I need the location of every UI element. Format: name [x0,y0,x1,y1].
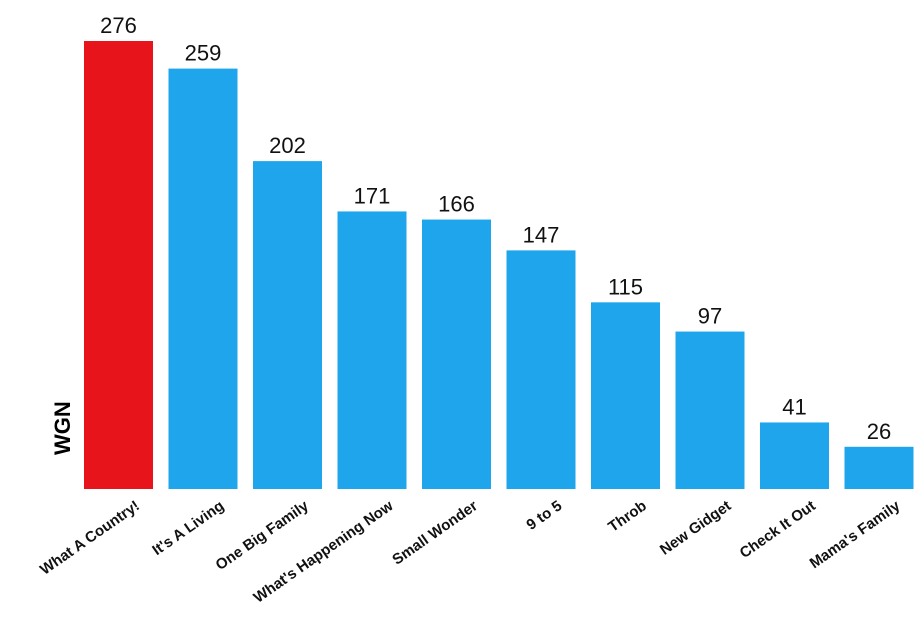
tick-label-7: New Gidget [657,497,734,558]
value-label-9: 26 [867,419,891,444]
bar-9 [844,446,914,489]
bar-3 [337,211,407,489]
value-label-3: 171 [354,183,391,208]
value-label-5: 147 [523,222,560,247]
tick-label-9: Mama's Family [807,497,904,572]
bar-2 [253,161,322,489]
value-label-8: 41 [782,394,806,419]
bar-8 [760,422,829,489]
value-label-7: 97 [698,304,722,329]
bar-6 [591,302,660,489]
bar-5 [506,250,576,489]
bar-4 [422,219,491,489]
value-label-1: 259 [185,41,222,66]
tick-label-6: Throb [605,497,650,535]
tick-label-3: What's Happening Now [251,497,397,606]
tick-label-5: 9 to 5 [523,497,565,533]
value-label-0: 276 [100,13,137,38]
tick-label-1: It's A Living [149,497,227,559]
bar-1 [168,68,238,489]
bar-7 [675,331,745,489]
tick-label-4: Small Wonder [389,497,481,568]
y-axis-label: WGN [50,401,75,455]
tick-label-0: What A Country! [37,497,143,578]
value-label-6: 115 [608,274,643,299]
value-label-2: 202 [269,133,306,158]
bar-0 [84,41,153,489]
tick-label-8: Check It Out [737,497,819,562]
value-label-4: 166 [438,192,475,217]
